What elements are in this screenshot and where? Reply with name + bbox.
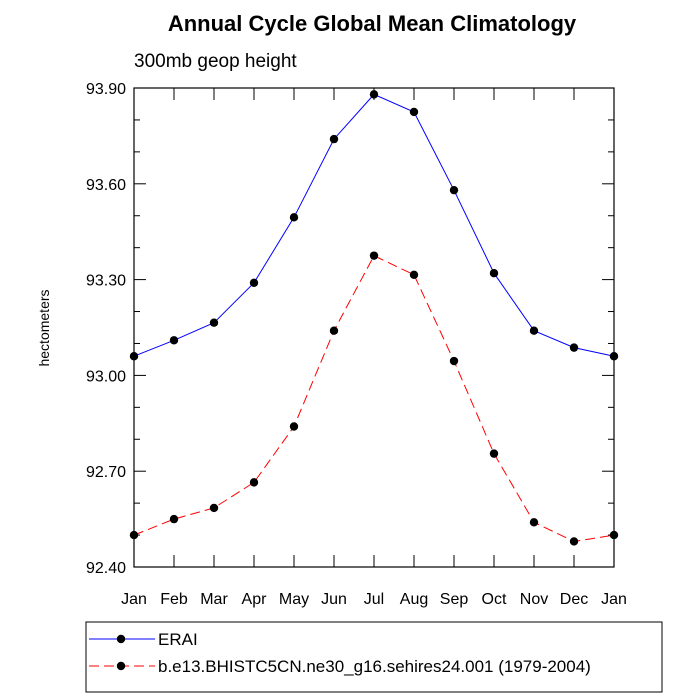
y-axis-label: hectometers [36,289,52,366]
plot-frame [133,87,615,568]
x-tick-label: Dec [560,591,588,608]
series-1-point [529,326,539,335]
x-tick-label: Jul [364,591,384,608]
legend-marker-1 [116,634,126,644]
series-line-2 [133,255,615,543]
legend-box [85,621,663,693]
x-tick-label: Mar [200,591,228,608]
series-1-point [369,90,379,99]
legend: ERAI b.e13.BHISTC5CN.ne30_g16.sehires24.0… [89,630,591,676]
legend-label-1: ERAI [158,630,198,649]
x-tick-label: Oct [482,591,507,608]
y-tick-label: 92.40 [86,560,126,577]
series-2-point [489,449,499,458]
x-tick-label: Jan [121,591,147,608]
x-tick-label: Jan [601,591,627,608]
series-2-point [289,422,299,431]
series-1-point [169,336,179,345]
chart-subtitle: 300mb geop height [134,51,297,72]
series-1-point [249,278,259,287]
series-2-point [529,518,539,527]
y-tick-label: 93.30 [86,273,126,290]
x-tick-label: Apr [242,591,268,608]
series-2-point [609,530,619,540]
y-tick-label: 93.00 [86,368,126,385]
series-2-point [369,251,379,260]
series-2-point [329,326,339,335]
series-1-point [489,269,499,278]
x-tick-label: Nov [520,591,548,608]
series-2-point [449,356,459,366]
x-tick-label: May [279,591,309,608]
series-2-point [409,270,419,280]
series-layer [129,90,619,546]
series-1-point [569,343,579,352]
series-1-point [329,134,339,144]
series-1-point [609,352,619,361]
axis-ticks: 92.40 92.70 93.00 93.30 93.60 93.90 Jan Feb Mar A… [86,81,627,608]
x-tick-label: Sep [440,591,469,608]
y-tick-label: 92.70 [86,464,126,481]
series-2-point [129,530,139,540]
x-tick-label: Aug [400,591,428,608]
series-2-point [209,503,219,513]
series-2-point [169,514,179,524]
legend-marker-2 [116,661,126,671]
series-1-point [129,352,139,361]
series-1-point [409,107,419,117]
series-1-point [449,185,459,195]
legend-label-2: b.e13.BHISTC5CN.ne30_g16.sehires24.001 (… [158,657,591,676]
x-tick-label: Jun [321,591,347,608]
chart-title: Annual Cycle Global Mean Climatology [168,11,577,36]
y-tick-label: 93.60 [86,177,126,194]
series-2-point [569,537,579,546]
y-tick-label: 93.90 [86,81,126,98]
x-tick-label: Feb [160,591,188,608]
series-line-1 [133,93,615,357]
series-1-point [209,318,219,327]
series-2-point [249,478,259,487]
series-1-point [289,213,299,222]
